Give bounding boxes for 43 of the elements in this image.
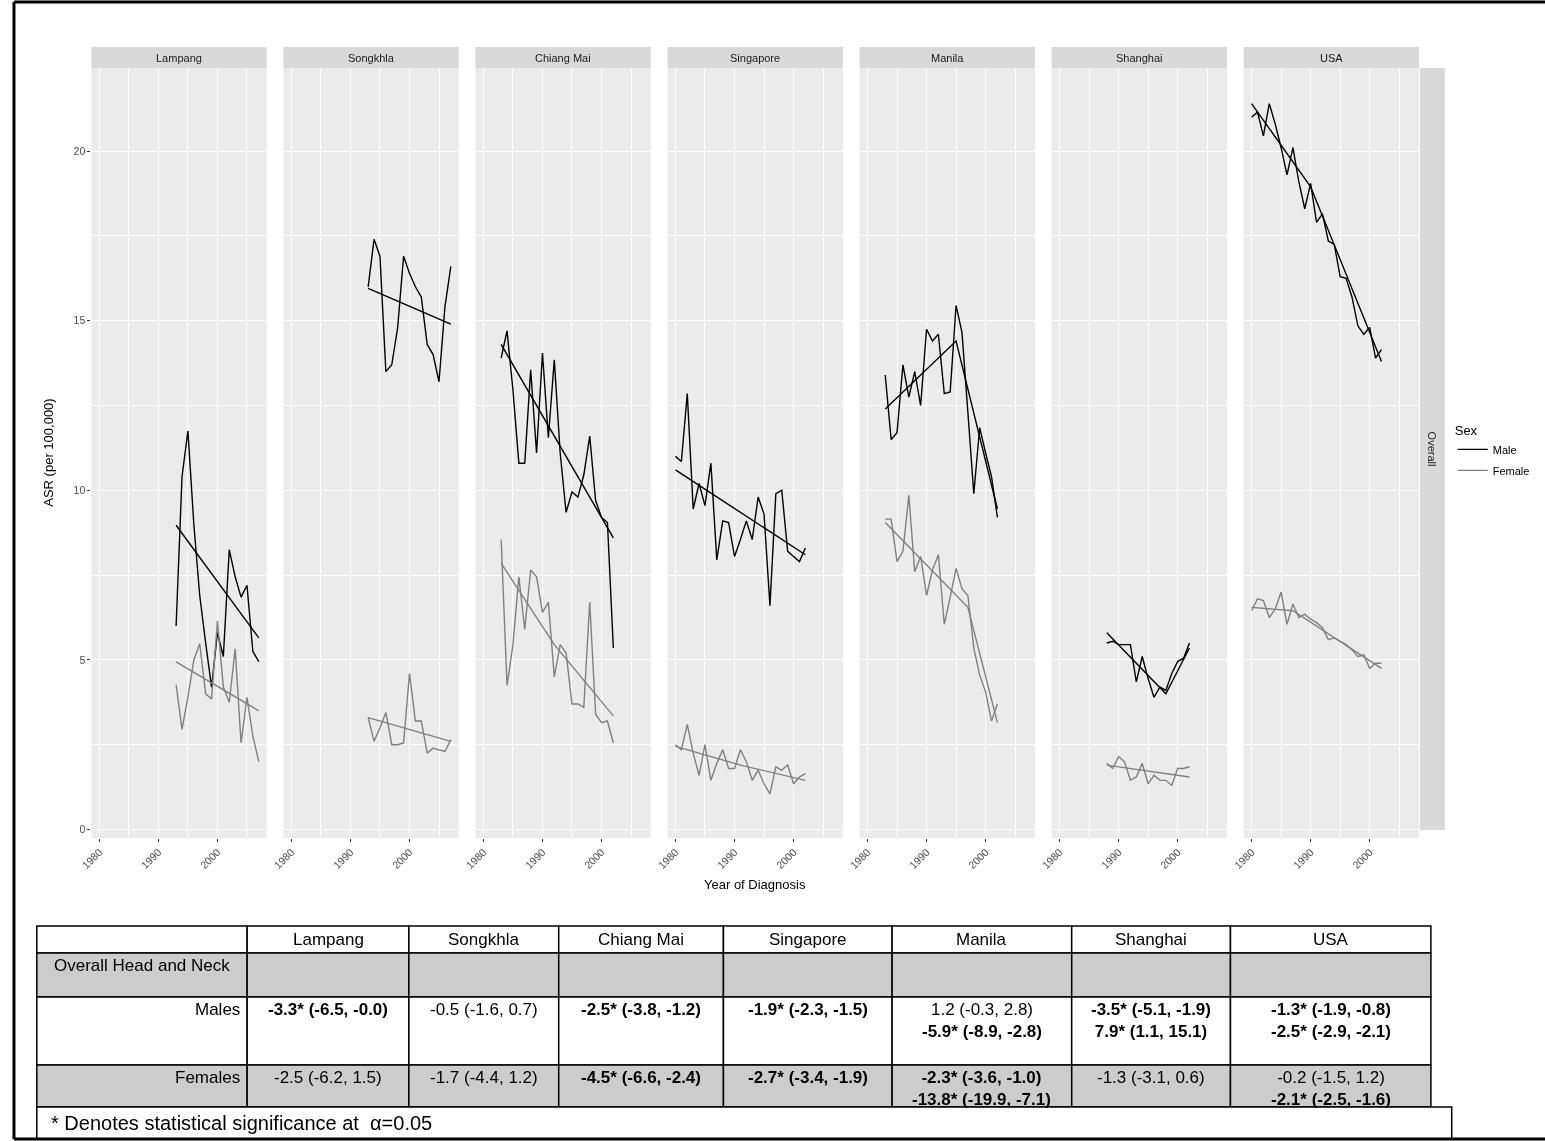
text: 1.2 (-0.3, 2.8) -5.9* (-8.9, -2.8) <box>922 1000 1042 1042</box>
text: -1.7 (-4.4, 1.2) <box>430 1068 538 1087</box>
legend-title: Sex <box>1454 422 1478 438</box>
chart-title: Singapore <box>730 52 781 64</box>
category-label: Shanghai <box>1115 930 1187 949</box>
category-label: Lampang <box>293 930 364 949</box>
y-tick-label: 0 <box>79 823 86 836</box>
category-label: Chiang Mai <box>598 930 684 949</box>
category-label: Manila <box>956 930 1007 949</box>
text: -1.3 (-3.1, 0.6) <box>1097 1068 1205 1087</box>
category-label: Songkhla <box>448 930 520 949</box>
x-axis-title: Year of Diagnosis <box>704 877 806 892</box>
chart-title: Chiang Mai <box>535 52 591 64</box>
chart-title: Manila <box>931 52 965 64</box>
category-label: USA <box>1313 930 1349 949</box>
category-label: Singapore <box>769 930 847 949</box>
text: Overall <box>1426 431 1439 467</box>
y-tick-label: 15 <box>73 314 86 327</box>
y-axis-title: ASR (per 100,000) <box>40 398 56 507</box>
chart-title: Lampang <box>156 52 202 64</box>
text: -2.5* (-3.8, -1.2) <box>581 1000 701 1019</box>
legend-label: Female <box>1492 464 1530 477</box>
text: -2.3* (-3.6, -1.0) -13.8* (-19.9, -7.1) <box>912 1068 1051 1110</box>
text: -1.3* (-1.9, -0.8) -2.5* (-2.9, -2.1) <box>1271 1000 1391 1042</box>
legend-label: Male <box>1492 443 1517 456</box>
text: -2.7* (-3.4, -1.9) <box>748 1068 868 1087</box>
category-label: Females <box>175 1068 241 1087</box>
chart-title: Shanghai <box>1116 52 1163 64</box>
text: -2.5 (-6.2, 1.5) <box>274 1068 382 1087</box>
text: -4.5* (-6.6, -2.4) <box>581 1068 701 1087</box>
y-tick-label: 10 <box>73 483 86 496</box>
text: -0.5 (-1.6, 0.7) <box>430 1000 538 1019</box>
y-tick-label: 20 <box>73 144 86 157</box>
text: -3.3* (-6.5, -0.0) <box>268 1000 388 1019</box>
y-tick-label: 5 <box>79 653 86 666</box>
text: -0.2 (-1.5, 1.2) -2.1* (-2.5, -1.6) <box>1271 1068 1391 1110</box>
text: -3.5* (-5.1, -1.9) 7.9* (1.1, 15.1) <box>1091 1000 1211 1042</box>
category-label: Overall Head and Neck <box>54 956 230 975</box>
chart-title: USA <box>1320 52 1344 64</box>
category-label: Males <box>195 1000 241 1019</box>
text: * Denotes statistical significance at α=0.05 <box>51 1112 433 1134</box>
chart-title: Songkhla <box>348 52 395 64</box>
text: -1.9* (-2.3, -1.5) <box>748 1000 868 1019</box>
